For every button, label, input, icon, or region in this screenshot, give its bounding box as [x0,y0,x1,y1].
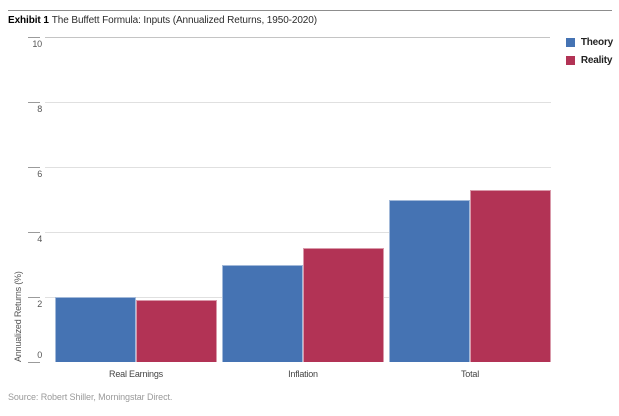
y-axis-tick-label: 8 [37,104,42,114]
y-axis-title: Annualized Returns (%) [13,271,23,362]
y-axis-tick-0 [28,362,40,363]
y-axis-tick-2 [28,297,40,298]
x-axis-label-total: Total [460,369,479,379]
bar-reality-total [470,189,551,362]
bar-reality-inflation [303,248,384,362]
bar-theory-real-earnings [55,297,136,362]
y-axis-tick-label: 10 [32,39,42,49]
x-axis-label-inflation: Inflation [288,369,318,379]
x-axis-label-real-earnings: Real Earnings [109,369,163,379]
legend-item-reality: Reality [565,51,613,69]
exhibit-label: Exhibit 1 [8,15,49,26]
gridline-6 [45,167,551,168]
exhibit-title-text: The Buffett Formula: Inputs (Annualized … [51,15,317,26]
bar-theory-inflation [222,264,303,362]
y-axis-tick-label: 4 [37,234,42,244]
top-rule [8,10,612,11]
y-axis-tick-8 [28,102,40,103]
legend-label: Theory [580,36,613,48]
y-axis-tick-6 [28,167,40,168]
legend-swatch-icon [565,55,575,65]
source-note: Source: Robert Shiller, Morningstar Dire… [8,392,173,402]
legend: Theory Reality [565,33,613,69]
gridline-4 [45,232,551,233]
legend-item-theory: Theory [565,33,613,51]
y-axis-tick-label: 2 [37,299,42,309]
y-axis-tick-4 [28,232,40,233]
bar-reality-real-earnings [136,300,217,362]
y-axis-tick-10 [28,37,40,38]
legend-label: Reality [580,54,613,66]
bar-theory-total [389,199,470,362]
y-axis-tick-label: 6 [37,169,42,179]
gridline-10 [45,37,550,38]
gridline-8 [45,102,551,103]
y-axis-tick-label: 0 [37,350,42,360]
page-title: Exhibit 1 The Buffett Formula: Inputs (An… [8,15,317,26]
legend-swatch-icon [565,37,575,47]
